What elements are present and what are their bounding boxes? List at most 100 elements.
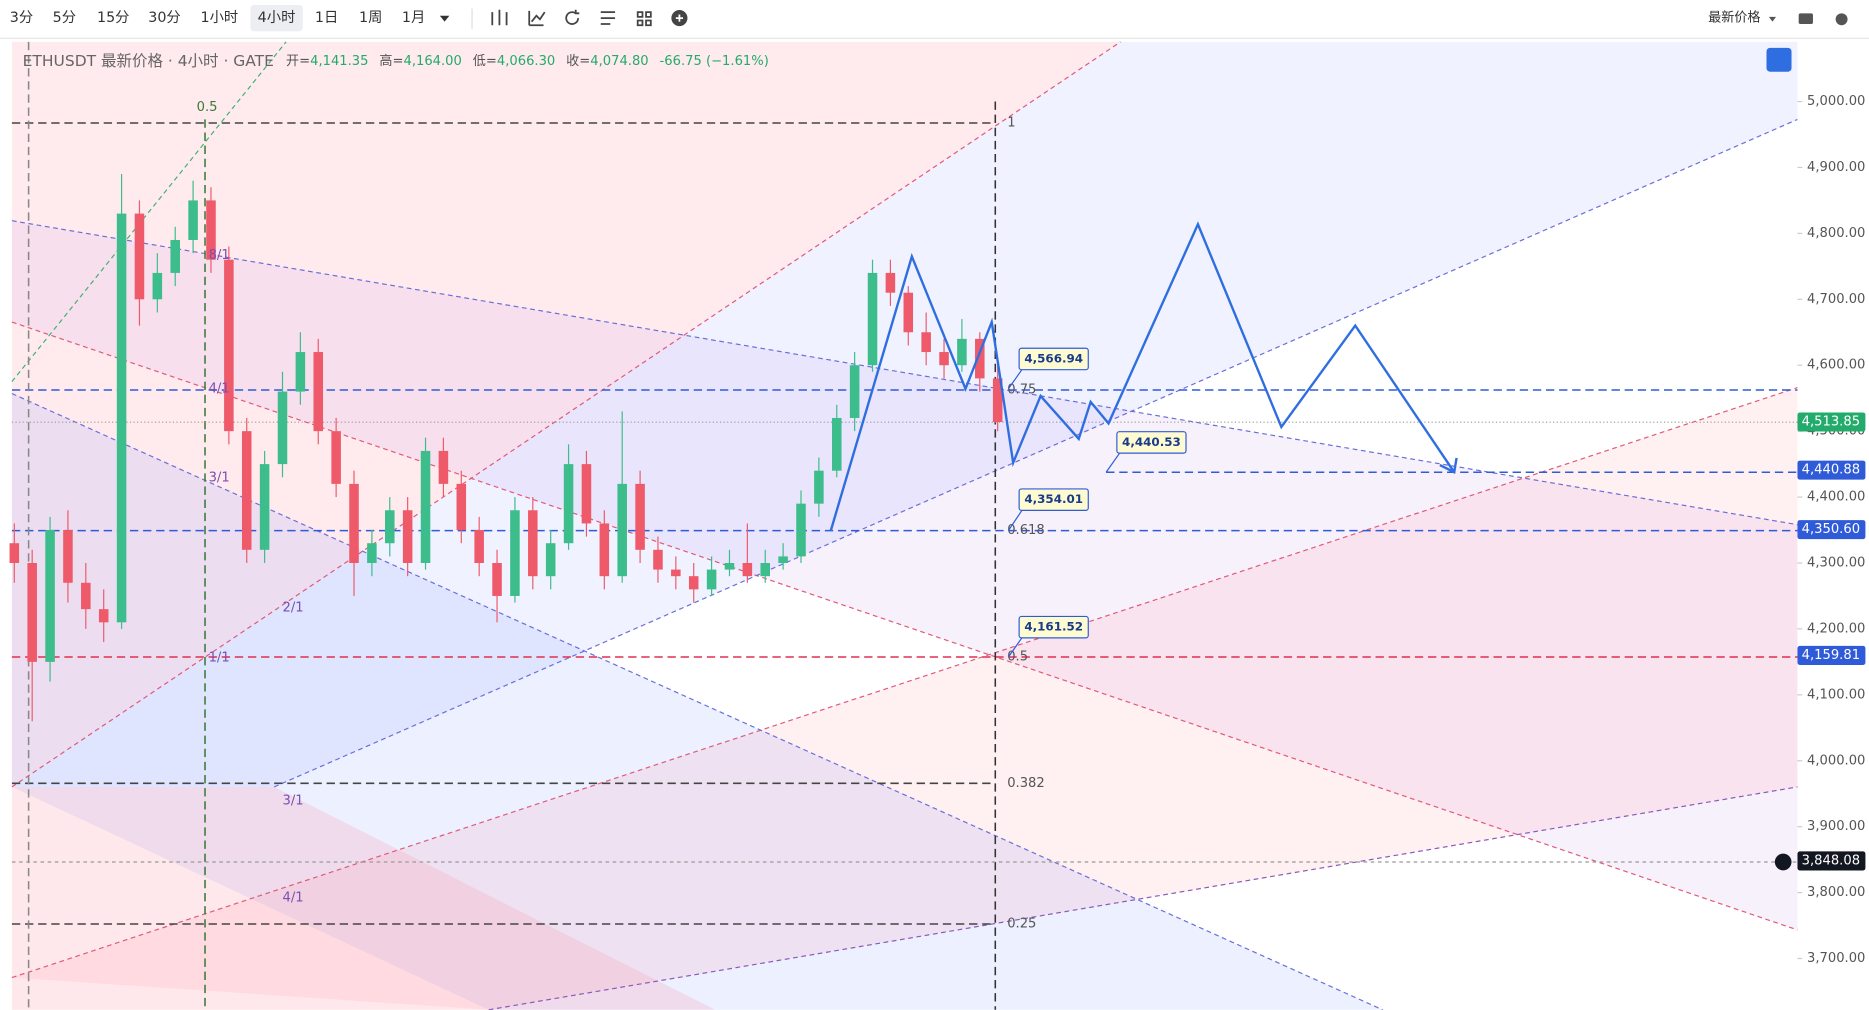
fib-label: 0.25	[1007, 916, 1036, 931]
ohlc-label: 收=	[566, 52, 590, 68]
interval[interactable]: 3分	[10, 9, 33, 26]
interval[interactable]: 5分	[53, 9, 76, 26]
candle-body	[528, 510, 538, 577]
candle-body	[867, 272, 878, 366]
candle-body	[939, 352, 949, 366]
candle-body	[957, 338, 967, 366]
fib-label: 0.5	[1007, 649, 1028, 664]
candles	[9, 174, 1003, 722]
candle-body	[635, 483, 645, 550]
price-menu[interactable]: 最新价格	[1708, 10, 1760, 26]
candle-body	[724, 562, 735, 570]
fan-lines	[11, 41, 1798, 1010]
symbol[interactable]: ETHUSDT 最新价格 · 4小时 · GATE	[23, 51, 274, 69]
interval[interactable]: 1小时	[200, 9, 238, 26]
candle-body	[98, 609, 109, 623]
axis-label: 4,800.00	[1807, 226, 1865, 241]
settings-icon[interactable]	[1835, 13, 1848, 26]
projection-path	[829, 221, 1456, 531]
candle-body	[510, 510, 520, 596]
price-tag	[1797, 460, 1866, 480]
layout-icon[interactable]	[636, 11, 652, 27]
price-tag-label: 3,848.08	[1802, 853, 1860, 868]
candle-body	[206, 200, 216, 260]
fan-line	[11, 41, 287, 383]
axis-label: 5,000.00	[1807, 94, 1865, 109]
candle-body	[778, 556, 788, 563]
fib-label: 0.618	[1007, 523, 1045, 538]
interval[interactable]: 15分	[97, 9, 130, 26]
interval-active[interactable]: 4小时	[258, 9, 296, 26]
fib-label: 0.75	[1007, 382, 1036, 397]
callout-pointer	[1007, 368, 1024, 390]
candle-body	[653, 549, 663, 570]
candle-body	[420, 450, 431, 563]
axis-label: 3,700.00	[1807, 951, 1865, 966]
candle-body	[706, 569, 717, 590]
candle-body	[188, 200, 198, 240]
zone-pink-right	[11, 387, 1798, 1010]
template-icon[interactable]	[600, 11, 616, 25]
candle-body	[760, 562, 771, 577]
interval[interactable]: 1日	[315, 10, 338, 26]
fib-label: 0.5	[197, 100, 218, 115]
interval[interactable]: 1月	[402, 10, 425, 26]
candle-body	[903, 292, 914, 333]
indicator-icon[interactable]	[528, 10, 546, 27]
active-interval-bg	[250, 4, 303, 32]
fan-line	[488, 786, 1798, 1010]
gann-label: 2/1	[282, 601, 303, 616]
interval[interactable]: 1周	[359, 10, 382, 26]
callout-box	[1018, 347, 1089, 371]
candle-body	[259, 464, 270, 550]
gann-label: 3/1	[282, 794, 303, 809]
candle-body	[313, 352, 324, 432]
axis-label: 4,200.00	[1807, 621, 1865, 636]
callout-pointer	[1105, 451, 1121, 473]
zone-pink-low	[11, 786, 716, 1010]
candle-body	[796, 503, 806, 557]
fan-line	[11, 220, 1798, 526]
callout-box	[1116, 431, 1187, 454]
candle-icon[interactable]	[491, 9, 508, 26]
projection-arrow	[1439, 457, 1458, 475]
fan-line	[11, 321, 1798, 931]
gann-label: 3/1	[209, 471, 230, 486]
candle-body	[27, 562, 37, 662]
candle-body	[885, 272, 896, 293]
auto-scale-button[interactable]	[1766, 47, 1792, 72]
fib-label: 0.382	[1007, 776, 1045, 791]
fan-line	[11, 387, 1798, 979]
camera-icon[interactable]	[1798, 13, 1813, 25]
candle-body	[241, 431, 252, 550]
fan-line	[11, 393, 1383, 1010]
price-tag-label: 4,350.60	[1802, 522, 1860, 537]
ohlc-label: 高=	[379, 51, 403, 68]
crosshair-add-button[interactable]	[1774, 853, 1792, 871]
gann-label: 4/1	[209, 381, 230, 396]
gann-labels: 8/1 4/1 3/1 1/1 2/1 3/1 4/1	[209, 248, 304, 905]
candle-body	[671, 569, 681, 577]
candle-body	[81, 582, 91, 610]
candle-body	[545, 543, 556, 577]
callout-pointer	[1007, 636, 1024, 658]
axis-label: 3,900.00	[1807, 819, 1865, 834]
candle-body	[367, 543, 377, 563]
candle-body	[385, 510, 395, 544]
replay-icon[interactable]	[565, 9, 580, 25]
zone-blue	[11, 41, 1798, 787]
zone-lavender	[11, 220, 1798, 930]
candle-body	[742, 562, 753, 577]
callout-box	[1018, 615, 1089, 639]
fib-label: 1	[1007, 115, 1015, 130]
interval[interactable]: 30分	[148, 9, 180, 26]
axis-label: 4,400.00	[1807, 490, 1865, 505]
candle-body	[170, 239, 180, 273]
axis-label: 4,300.00	[1807, 555, 1865, 570]
candle-body	[134, 213, 145, 300]
gann-label: 1/1	[209, 651, 230, 666]
candle-body	[9, 543, 20, 563]
dropdown-arrow[interactable]	[439, 15, 450, 22]
dropdown-arrow[interactable]	[1768, 16, 1777, 22]
